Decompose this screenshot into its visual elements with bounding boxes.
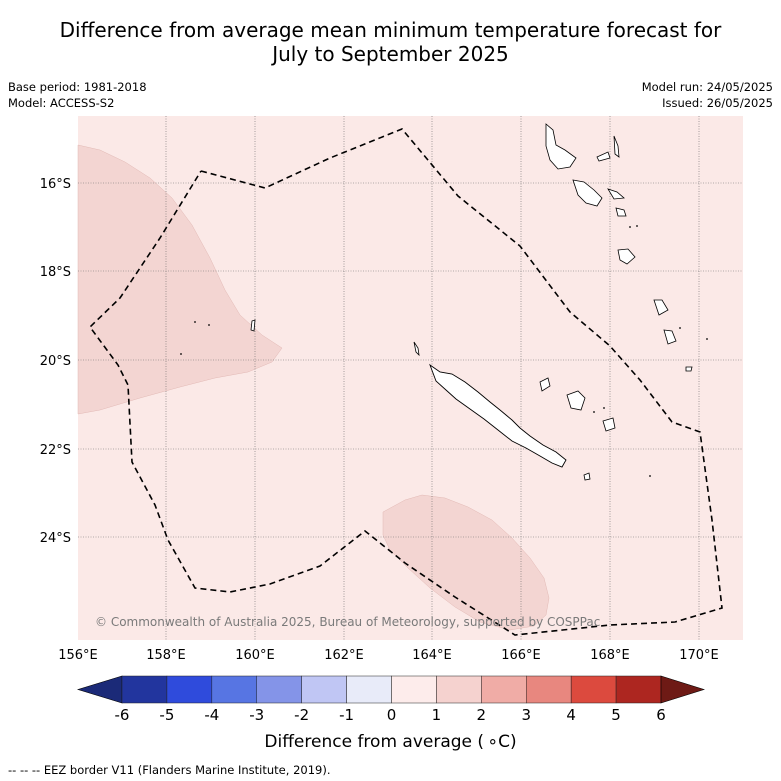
colorbar-tick-label: -1 [339,706,354,724]
lat-label-16s: 16°S [40,177,71,192]
belep-islands [413,341,420,357]
colorbar-tick-label: 4 [566,706,576,724]
ambae-island [596,151,611,162]
efate-island [617,248,636,265]
colorbar-tick-label: 2 [477,706,487,724]
colorbar-tick-label: 0 [387,706,397,724]
small-islets [180,225,708,477]
aneityum-island [685,366,693,372]
colorbar-swatch [526,675,572,704]
lon-label-166e: 166°E [501,648,541,663]
ouvea-island [539,377,551,392]
chart-title: Difference from average mean minimum tem… [0,18,781,66]
new-caledonia-island [429,363,567,468]
issued-date: Issued: 26/05/2025 [662,96,773,110]
pentecost-island [607,188,625,200]
colorbar-swatch [346,675,392,704]
epi-island [615,207,627,217]
colorbar-swatch [570,675,617,704]
colorbar-tick-label: -6 [115,706,130,724]
colorbar-tick-label: 6 [656,706,666,724]
colorbar-swatch [256,675,302,704]
colorbar-tick-label: -3 [249,706,264,724]
copyright-notice: © Commonwealth of Australia 2025, Bureau… [95,615,600,629]
lon-label-170e: 170°E [679,648,719,663]
title-line-2: July to September 2025 [272,42,509,66]
colorbar-swatch [436,675,482,704]
colorbar: -6 -5 -4 -3 -2 -1 0 1 2 3 4 5 6 [76,675,706,724]
lat-label-22s: 22°S [40,443,71,458]
meta-right: Model run: 24/05/2025 Issued: 26/05/2025 [642,79,773,111]
colorbar-tick-label: 5 [611,706,621,724]
colorbar-swatch [166,675,213,704]
base-period: Base period: 1981-2018 [8,80,147,94]
chesterfield-islet [250,319,256,332]
colorbar-title: Difference from average ( ∘C) [264,732,517,752]
lat-label-24s: 24°S [40,531,71,546]
lat-label-18s: 18°S [40,265,71,280]
colorbar-swatch [481,675,527,704]
colorbar-tick-label: 1 [432,706,442,724]
map-gridlines [78,116,743,640]
model-name: Model: ACCESS-S2 [8,96,115,110]
model-run: Model run: 24/05/2025 [641,80,773,94]
colorbar-tick-label: 3 [521,706,531,724]
lon-label-164e: 164°E [412,648,452,663]
malekula-island [572,179,603,207]
espiritu-santo-island [545,123,577,170]
lon-label-162e: 162°E [324,648,364,663]
lon-label-160e: 160°E [235,648,275,663]
colorbar-swatch [121,675,168,704]
lon-label-168e: 168°E [590,648,630,663]
erromango-island [653,299,669,316]
colorbar-tick-label: -4 [204,706,219,724]
lat-label-20s: 20°S [40,354,71,369]
lon-label-156e: 156°E [58,648,98,663]
colorbar-low-extend [76,675,123,704]
colorbar-swatch [391,675,437,704]
colorbar-swatch [615,675,662,704]
tanna-island [663,329,677,345]
lifou-island [566,390,586,411]
colorbar-high-extend [660,675,706,704]
title-line-1: Difference from average mean minimum tem… [59,18,722,42]
lon-label-158e: 158°E [146,648,186,663]
maewo-island [613,135,620,158]
meta-left: Base period: 1981-2018 Model: ACCESS-S2 [8,79,147,111]
colorbar-tick-label: -2 [294,706,309,724]
anomaly-region-south [382,494,550,631]
mare-island [602,417,616,432]
colorbar-swatch [211,675,257,704]
anomaly-region-west [77,144,283,415]
colorbar-tick-label: -5 [159,706,174,724]
isle-of-pines [583,472,591,481]
eez-footnote: -- -- -- EEZ border V11 (Flanders Marine… [8,763,331,777]
colorbar-swatch [301,675,347,704]
